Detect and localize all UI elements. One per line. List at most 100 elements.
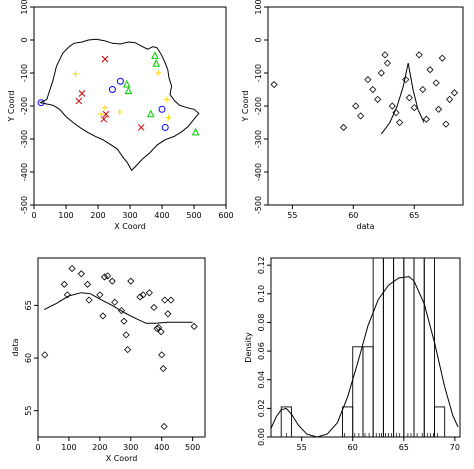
y-tick-label: 0.10: [257, 285, 266, 303]
x-tick-label: 65: [399, 443, 409, 452]
smooth-line: [380, 62, 425, 135]
data-point: [99, 312, 107, 320]
y-tick-label: -300: [254, 130, 263, 148]
data-point: [122, 331, 130, 339]
data-point: [155, 70, 162, 76]
histogram-bar: [423, 257, 435, 438]
y-tick-label: 100: [254, 0, 263, 15]
data-point: [137, 124, 145, 131]
region-boundary: [38, 38, 200, 172]
data-point: [158, 351, 166, 359]
data-point: [432, 79, 440, 87]
y-tick-label: -100: [254, 64, 263, 82]
data-point: [352, 102, 360, 110]
data-point: [41, 351, 49, 359]
y-tick-label: 100: [20, 0, 29, 15]
data-point: [124, 86, 133, 95]
data-point: [111, 298, 119, 306]
data-point: [157, 328, 165, 336]
smooth-line: [43, 292, 193, 324]
data-point: [405, 94, 413, 102]
data-point: [116, 77, 124, 85]
data-point: [419, 85, 427, 94]
data-point: [75, 97, 83, 105]
data-point: [124, 346, 132, 354]
data-point: [100, 115, 108, 123]
data-point: [396, 118, 404, 127]
data-point: [357, 112, 365, 120]
data-point: [392, 109, 400, 117]
data-point: [364, 76, 372, 84]
histogram-bar: [362, 346, 374, 438]
y-axis-label: data: [11, 338, 20, 356]
data-point: [153, 324, 161, 333]
y-tick-label: -400: [254, 163, 263, 181]
data-point: [158, 105, 166, 113]
data-point: [435, 105, 443, 113]
data-point: [191, 127, 200, 136]
panel-1: 0 100 200 300 400 500 600 -500 -400 -300 -200 -100 0…: [7, 0, 234, 231]
data-point: [102, 104, 109, 111]
data-point: [426, 66, 434, 74]
histogram-bar: [393, 257, 405, 438]
x-tick-label: 100: [58, 211, 73, 220]
data-point: [85, 296, 93, 304]
y-tick-label: 0.02: [257, 399, 266, 417]
data-point: [160, 422, 168, 431]
data-point: [96, 291, 104, 299]
data-point: [98, 111, 105, 118]
x-tick-label: 500: [185, 443, 200, 452]
plot-frame: [33, 6, 227, 206]
data-point: [369, 85, 377, 94]
data-point: [63, 291, 71, 299]
y-tick-label: 0.00: [257, 428, 266, 446]
data-point: [60, 280, 68, 288]
data-point: [339, 123, 348, 132]
data-point: [164, 310, 172, 318]
data-point: [438, 54, 446, 62]
panel-3: 0 100 200 300 400 500 55 60 65 X Coord data: [11, 257, 206, 463]
x-tick-label: 200: [92, 443, 107, 452]
histogram-bar: [372, 257, 384, 438]
y-tick-label: 0.06: [257, 342, 266, 360]
data-point: [102, 110, 110, 118]
data-point: [159, 364, 167, 373]
x-tick-label: 300: [123, 443, 138, 452]
data-point: [383, 59, 392, 67]
data-point: [410, 104, 418, 112]
x-tick-label: 0: [35, 443, 40, 452]
data-point: [139, 291, 147, 299]
data-point: [101, 55, 109, 63]
x-tick-label: 500: [186, 211, 201, 220]
plot-frame: [37, 257, 206, 438]
x-tick-label: 55: [297, 443, 307, 452]
y-tick-label: 0.12: [257, 256, 266, 274]
data-point: [83, 280, 92, 288]
data-point: [167, 296, 175, 304]
data-point: [37, 99, 45, 107]
x-tick-label: 65: [409, 211, 419, 220]
x-tick-label: 70: [450, 443, 460, 452]
x-tick-label: 60: [348, 443, 358, 452]
data-point: [100, 273, 109, 281]
data-point: [190, 322, 198, 331]
data-point: [120, 317, 128, 325]
plot-frame: [270, 257, 461, 438]
y-tick-label: -300: [20, 130, 29, 148]
data-point: [161, 296, 169, 304]
x-tick-label: 0: [31, 211, 36, 220]
y-axis-label: Y Coord: [241, 90, 250, 122]
histogram-bar: [434, 406, 446, 438]
data-point: [388, 102, 396, 110]
x-axis-label: X Coord: [114, 222, 146, 231]
y-tick-label: 0.08: [257, 314, 266, 332]
data-point: [270, 80, 278, 89]
y-tick-label: 0: [254, 37, 263, 42]
x-tick-label: 300: [122, 211, 137, 220]
y-tick-label: 55: [24, 406, 33, 416]
data-point: [78, 90, 86, 97]
data-point: [155, 323, 163, 332]
data-point: [145, 289, 153, 297]
data-point: [108, 277, 116, 285]
